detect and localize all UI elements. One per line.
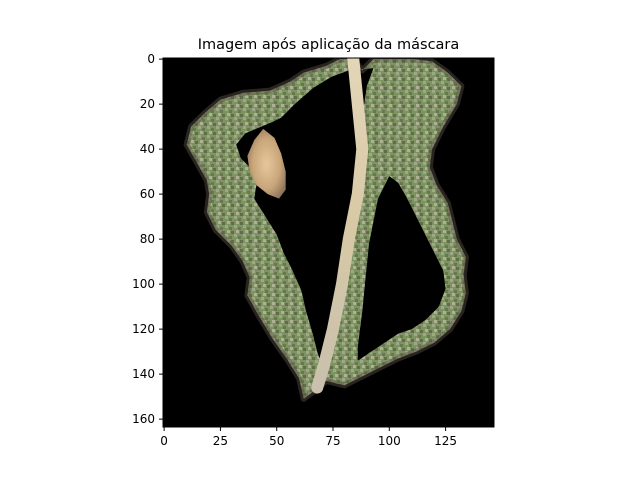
axes-frame	[162, 57, 495, 428]
x-axis: 0 25 50 75 100 125	[160, 427, 457, 448]
y-tick-label: 100	[132, 277, 155, 291]
y-axis: 0 20 40 60 80 100 120 140 160	[132, 52, 163, 426]
x-tick-label: 75	[325, 434, 340, 448]
y-tick-label: 0	[147, 52, 155, 66]
leaf-dark-shading	[183, 58, 469, 402]
y-tick-label: 40	[140, 142, 155, 156]
y-tick-label: 120	[132, 322, 155, 336]
x-tick-label: 0	[160, 434, 168, 448]
y-tick-label: 80	[140, 232, 155, 246]
y-tick-label: 20	[140, 97, 155, 111]
y-tick-label: 140	[132, 367, 155, 381]
leaf-midrib-vein	[311, 58, 369, 394]
x-tick-label: 25	[213, 434, 228, 448]
chart-title: Imagem após aplicação da máscara	[198, 37, 460, 53]
plot-area	[163, 58, 494, 427]
x-tick-label: 100	[378, 434, 401, 448]
leaf-lesion	[247, 128, 286, 199]
x-tick-label: 125	[434, 434, 457, 448]
y-tick-label: 160	[132, 412, 155, 426]
leaf-region	[186, 59, 466, 399]
x-tick-label: 50	[269, 434, 284, 448]
y-tick-label: 60	[140, 187, 155, 201]
